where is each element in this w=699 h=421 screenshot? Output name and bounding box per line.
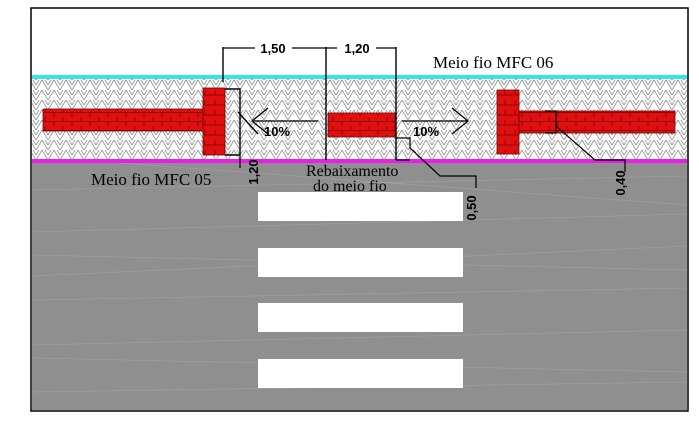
- curb-bottom-label: Meio fio MFC 05: [91, 170, 211, 189]
- dim-left-vertical: 1,20: [246, 159, 261, 184]
- tactile-paving-center: [327, 112, 396, 138]
- dim-tactile-width: 0,40: [613, 170, 628, 195]
- crosswalk-stripe: [258, 303, 463, 332]
- slope-left-label: 10%: [264, 124, 290, 139]
- dim-depth-leader: [396, 137, 477, 188]
- ramp-label-line1: Rebaixamento: [306, 163, 398, 180]
- crosswalk-stripe: [258, 192, 463, 221]
- crosswalk-stripe: [258, 359, 463, 388]
- slope-right-label: 10%: [413, 124, 439, 139]
- curb-line-top: [32, 75, 687, 79]
- dim-ramp-length: 1,50: [260, 41, 285, 56]
- dim-ramp-center: 1,20: [344, 41, 369, 56]
- dim-depth: 0,50: [464, 195, 479, 220]
- ramp-outline: [222, 47, 397, 160]
- curb-top-label: Meio fio MFC 06: [433, 53, 553, 72]
- crosswalk-stripe: [258, 248, 463, 277]
- ramp-label-line2: do meio fio: [313, 178, 387, 195]
- crosswalk: [258, 192, 463, 388]
- curb-line-bottom: [32, 159, 687, 163]
- dim-tactile-width-leader: [545, 110, 626, 172]
- slope-arrow-left: [250, 107, 318, 135]
- tactile-paving-left: [42, 87, 226, 156]
- slope-arrow-right: [402, 107, 470, 135]
